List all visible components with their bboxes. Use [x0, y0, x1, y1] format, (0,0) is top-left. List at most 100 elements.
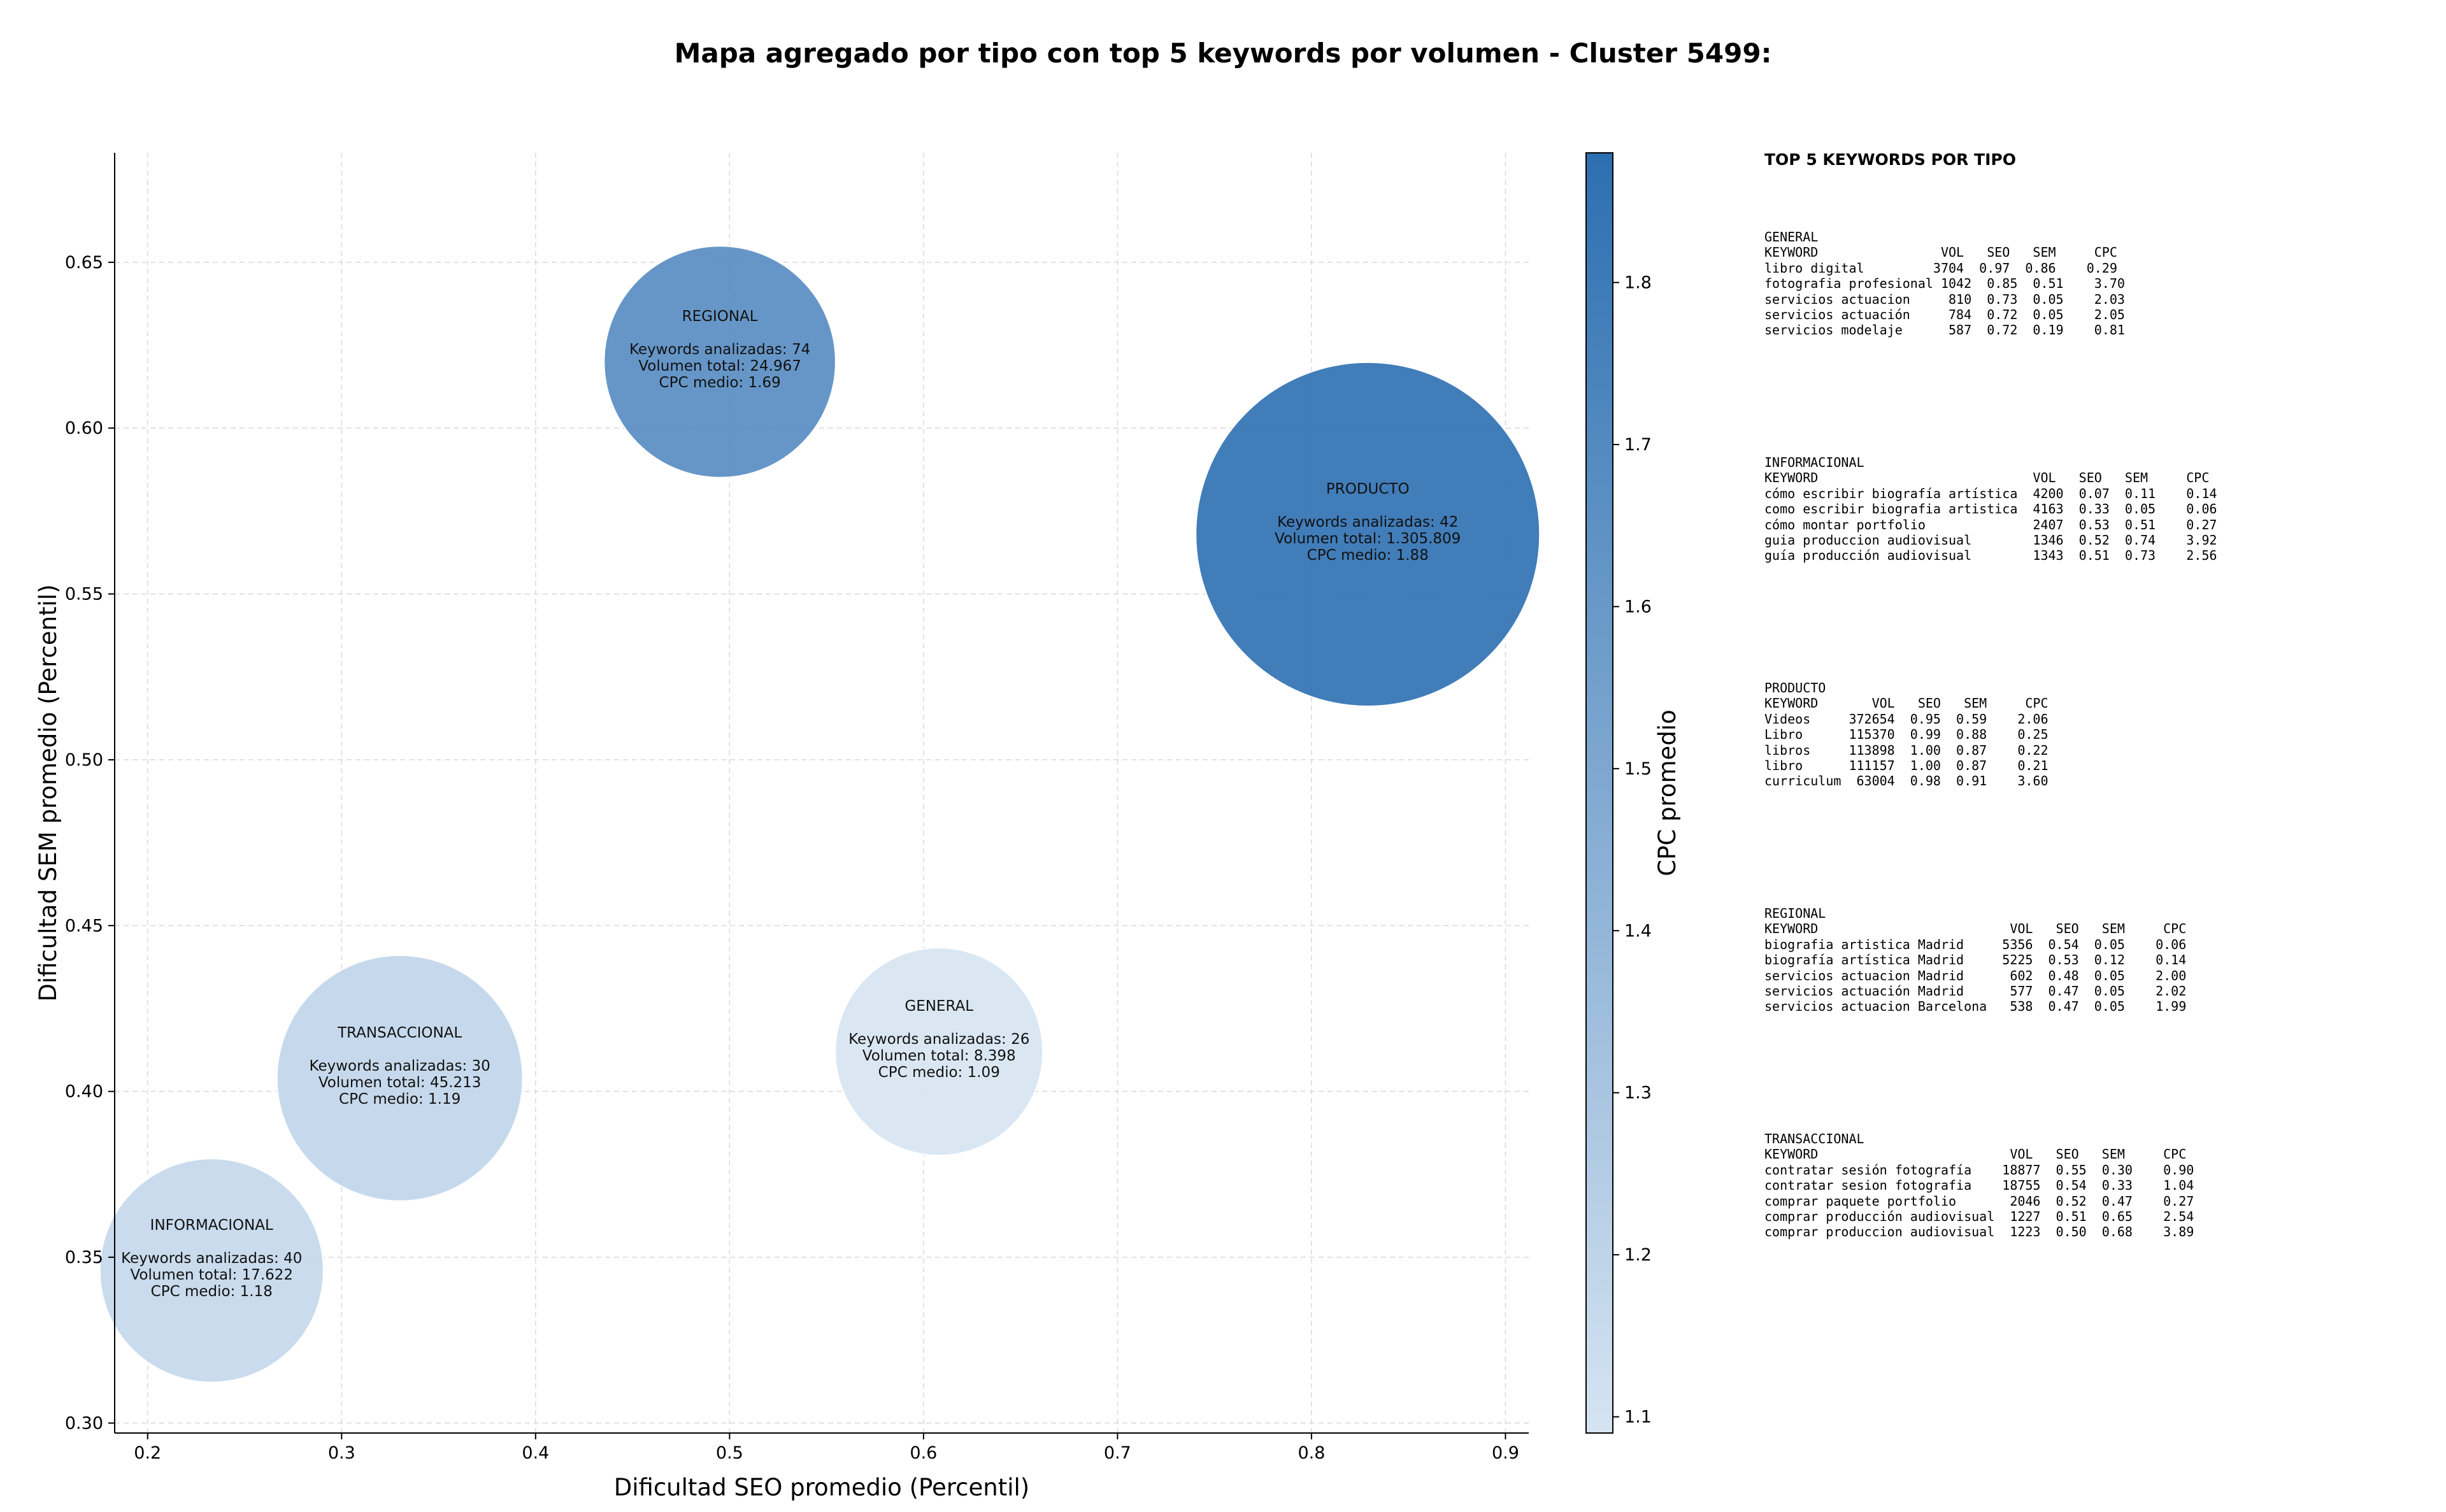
- keyword-table-heading: INFORMACIONAL: [1764, 455, 1864, 470]
- keywords-panel-title: TOP 5 KEYWORDS POR TIPO: [1764, 150, 2016, 169]
- bubble-informacional: INFORMACIONAL Keywords analizadas: 40Volu…: [99, 1158, 324, 1383]
- x-axis-label: Dificultad SEO promedio (Percentil): [614, 1474, 1029, 1501]
- keyword-table-row: contratar sesion fotografia 18755 0.54 0…: [1764, 1178, 2194, 1194]
- keyword-table-row: guía producción audiovisual 1343 0.51 0.…: [1764, 548, 2217, 564]
- bubble-label: Keywords analizadas: 74: [629, 341, 810, 358]
- keyword-table-row: libro 111157 1.00 0.87 0.21: [1764, 757, 2049, 773]
- x-tick-label: 0.7: [1104, 1443, 1131, 1463]
- y-tick-label: 0.45: [65, 916, 103, 936]
- top-keywords-panel: TOP 5 KEYWORDS POR TIPO GENERAL KEYWORD V…: [1764, 150, 2421, 1271]
- keyword-table-row: contratar sesión fotografía 18877 0.55 0…: [1764, 1162, 2194, 1178]
- bubble-label: Keywords analizadas: 42: [1277, 514, 1458, 531]
- keyword-table-row: servicios actuacion 810 0.73 0.05 2.03: [1764, 291, 2125, 307]
- x-tick-label: 0.9: [1492, 1443, 1519, 1463]
- bubble-label: Keywords analizadas: 40: [121, 1250, 302, 1267]
- y-axis-label: Dificultad SEM promedio (Percentil): [34, 584, 62, 1001]
- keyword-table-row: cómo montar portfolio 2407 0.53 0.51 0.2…: [1764, 517, 2217, 532]
- keyword-table-producto: PRODUCTO KEYWORD VOL SEO SEM CPC Videos 37…: [1764, 680, 2049, 789]
- keyword-table-transaccional: TRANSACCIONAL KEYWORD VOL SEO SEM CPC cont…: [1764, 1131, 2194, 1240]
- bubble-circle: [1195, 361, 1541, 707]
- bubble-circle: [834, 947, 1044, 1157]
- keyword-table-row: Videos 372654 0.95 0.59 2.06: [1764, 711, 2049, 727]
- keyword-table-header-row: KEYWORD VOL SEO SEM CPC: [1764, 695, 2049, 711]
- keyword-table-row: biografía artística Madrid 5225 0.53 0.1…: [1764, 952, 2187, 968]
- colorbar-bar: [1585, 152, 1613, 1434]
- colorbar-tick-label: 1.1: [1624, 1408, 1652, 1427]
- keyword-table-row: servicios modelaje 587 0.72 0.19 0.81: [1764, 322, 2125, 338]
- keyword-table-row: fotografia profesional 1042 0.85 0.51 3.…: [1764, 276, 2125, 292]
- bubble-label: Volumen total: 45.213: [318, 1074, 482, 1091]
- x-tick-label: 0.4: [522, 1443, 549, 1463]
- y-tick-label: 0.60: [65, 418, 103, 438]
- keyword-table-row: biografia artistica Madrid 5356 0.54 0.0…: [1764, 936, 2187, 952]
- x-tick-label: 0.5: [716, 1443, 743, 1463]
- bubble-label: INFORMACIONAL: [150, 1217, 273, 1234]
- bubble-circle: [99, 1158, 324, 1383]
- bubble-label: CPC medio: 1.19: [339, 1091, 461, 1108]
- bubble-transaccional: TRANSACCIONAL Keywords analizadas: 30Volu…: [276, 954, 524, 1202]
- keyword-table-row: comprar paquete portfolio 2046 0.52 0.47…: [1764, 1193, 2194, 1209]
- chart-title: Mapa agregado por tipo con top 5 keyword…: [675, 38, 1772, 69]
- keyword-table-heading: REGIONAL: [1764, 906, 1826, 921]
- bubble-label: Volumen total: 17.622: [130, 1267, 293, 1283]
- keyword-table-header-row: KEYWORD VOL SEO SEM CPC: [1764, 1146, 2187, 1162]
- y-tick-label: 0.35: [65, 1248, 103, 1267]
- bubble-label: CPC medio: 1.18: [151, 1283, 273, 1300]
- keyword-table-regional: REGIONAL KEYWORD VOL SEO SEM CPC biografia…: [1764, 906, 2186, 1015]
- keyword-table-header-row: KEYWORD VOL SEO SEM CPC: [1764, 470, 2210, 486]
- x-tick-label: 0.8: [1298, 1443, 1325, 1463]
- bubble-label: CPC medio: 1.09: [878, 1064, 1000, 1081]
- keyword-table-header-row: KEYWORD VOL SEO SEM CPC: [1764, 245, 2117, 260]
- bubble-label: TRANSACCIONAL: [337, 1025, 462, 1041]
- colorbar-tick-label: 1.7: [1624, 435, 1652, 455]
- y-tick-label: 0.50: [65, 750, 103, 770]
- keyword-table-informacional: INFORMACIONAL KEYWORD VOL SEO SEM CPC cómo…: [1764, 455, 2217, 564]
- colorbar-tick-label: 1.2: [1624, 1245, 1652, 1265]
- bubble-circle: [276, 954, 524, 1202]
- colorbar-tick-label: 1.5: [1624, 759, 1652, 779]
- keyword-table-row: comprar produccion audiovisual 1223 0.50…: [1764, 1224, 2194, 1240]
- keyword-table-heading: TRANSACCIONAL: [1764, 1131, 1864, 1146]
- bubble-label: CPC medio: 1.69: [659, 374, 781, 391]
- keyword-table-row: cómo escribir biografía artística 4200 0…: [1764, 485, 2217, 501]
- bubble-label: Volumen total: 1.305.809: [1275, 531, 1461, 547]
- x-tick-label: 0.6: [910, 1443, 937, 1463]
- colorbar-tick-label: 1.4: [1624, 921, 1652, 941]
- y-tick-label: 0.30: [65, 1413, 103, 1433]
- keyword-table-row: libros 113898 1.00 0.87 0.22: [1764, 742, 2049, 758]
- keyword-table-row: curriculum 63004 0.98 0.91 3.60: [1764, 773, 2049, 789]
- colorbar-tick-label: 1.6: [1624, 597, 1652, 617]
- y-tick-label: 0.65: [65, 253, 103, 273]
- y-tick-label: 0.40: [65, 1082, 103, 1102]
- bubble-label: Keywords analizadas: 30: [310, 1058, 490, 1074]
- bubble-label: CPC medio: 1.88: [1307, 547, 1429, 564]
- keyword-table-heading: PRODUCTO: [1764, 680, 1826, 695]
- keyword-table-row: como escribir biografia artistica 4163 0…: [1764, 501, 2217, 517]
- x-tick-label: 0.2: [134, 1443, 161, 1463]
- keyword-table-row: comprar producción audiovisual 1227 0.51…: [1764, 1208, 2194, 1224]
- bubble-label: Volumen total: 24.967: [638, 358, 801, 374]
- keyword-table-row: servicios actuación 784 0.72 0.05 2.05: [1764, 306, 2125, 322]
- x-tick-label: 0.3: [328, 1443, 355, 1463]
- keyword-table-general: GENERAL KEYWORD VOL SEO SEM CPC libro digi…: [1764, 229, 2125, 338]
- keyword-table-row: servicios actuación Madrid 577 0.47 0.05…: [1764, 983, 2187, 999]
- bubble-circle: [603, 245, 836, 478]
- bubble-label: Volumen total: 8.398: [862, 1048, 1016, 1064]
- bubble-label: GENERAL: [905, 998, 973, 1015]
- bubble-label: REGIONAL: [682, 308, 758, 325]
- keyword-table-row: servicios actuacion Madrid 602 0.48 0.05…: [1764, 967, 2187, 983]
- bubble-label: PRODUCTO: [1326, 481, 1410, 497]
- colorbar: 1.1 1.2 1.3 1.4 1.5 1.6 1.7 1.8 CPC promedio: [1585, 152, 1681, 1434]
- bubble-label: Keywords analizadas: 26: [848, 1031, 1029, 1048]
- keyword-table-heading: GENERAL: [1764, 229, 1819, 245]
- y-tick-label: 0.55: [65, 585, 103, 604]
- colorbar-label: CPC promedio: [1654, 710, 1681, 876]
- keyword-table-row: guia produccion audiovisual 1346 0.52 0.…: [1764, 532, 2217, 548]
- colorbar-tick-label: 1.3: [1624, 1083, 1652, 1103]
- keyword-table-header-row: KEYWORD VOL SEO SEM CPC: [1764, 921, 2187, 937]
